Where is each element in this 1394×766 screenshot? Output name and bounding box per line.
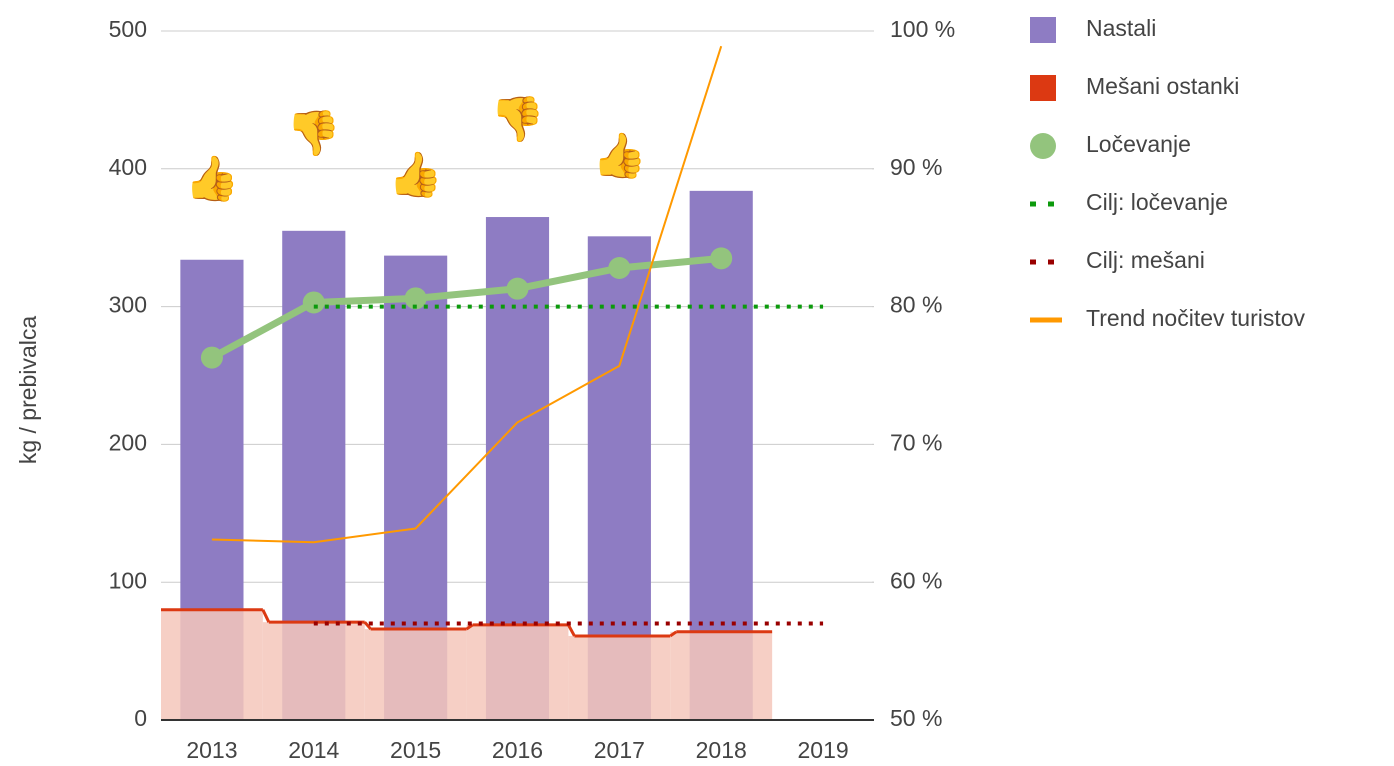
y-tick-label: 100 [109, 567, 147, 593]
annotation: 👍 [388, 150, 443, 201]
area-step [262, 622, 365, 720]
annotation: 👎 [286, 108, 341, 159]
x-tick-label: 2014 [288, 737, 339, 763]
point [506, 277, 529, 300]
y-tick-label: 400 [109, 154, 147, 180]
y2-tick-label: 80 % [890, 292, 942, 318]
annotation: 👍 [592, 130, 647, 181]
step-riser [363, 621, 372, 631]
area-step [670, 631, 773, 720]
legend-swatch [1030, 75, 1056, 101]
legend-swatch [1030, 133, 1056, 159]
legend-swatch [1030, 17, 1056, 43]
step-riser [465, 623, 474, 631]
y-tick-label: 500 [109, 16, 147, 42]
y2-tick-label: 50 % [890, 705, 942, 731]
x-tick-label: 2019 [797, 737, 848, 763]
area-step [568, 635, 671, 720]
step-riser [567, 624, 576, 637]
area-step [161, 609, 263, 720]
point [302, 291, 325, 314]
x-tick-label: 2017 [594, 737, 645, 763]
point [710, 247, 733, 270]
x-tick-label: 2018 [696, 737, 747, 763]
annotation: 👍 [185, 154, 240, 205]
legend-label: Trend nočitev turistov [1086, 305, 1306, 331]
y-tick-label: 200 [109, 429, 147, 455]
y2-tick-label: 70 % [890, 429, 942, 455]
legend-label: Nastali [1086, 15, 1156, 41]
step-riser [261, 609, 271, 623]
area-step [466, 624, 569, 720]
series-line [210, 254, 722, 361]
legend-label: Cilj: ločevanje [1086, 189, 1228, 215]
step-riser [669, 630, 678, 638]
y2-tick-label: 100 % [890, 16, 955, 42]
series-line [211, 45, 723, 544]
legend-label: Mešani ostanki [1086, 73, 1239, 99]
legend-label: Cilj: mešani [1086, 247, 1205, 273]
annotation: 👎 [490, 94, 545, 145]
y-axis-title: kg / prebivalca [15, 316, 41, 465]
x-tick-label: 2016 [492, 737, 543, 763]
point [200, 346, 223, 369]
y-tick-label: 300 [109, 292, 147, 318]
area-step [364, 629, 467, 720]
point [608, 257, 631, 280]
x-tick-label: 2013 [186, 737, 237, 763]
x-tick-label: 2015 [390, 737, 441, 763]
y2-tick-label: 90 % [890, 154, 942, 180]
y2-tick-label: 60 % [890, 567, 942, 593]
point [404, 287, 427, 310]
y-tick-label: 0 [134, 705, 147, 731]
legend-label: Ločevanje [1086, 131, 1191, 157]
